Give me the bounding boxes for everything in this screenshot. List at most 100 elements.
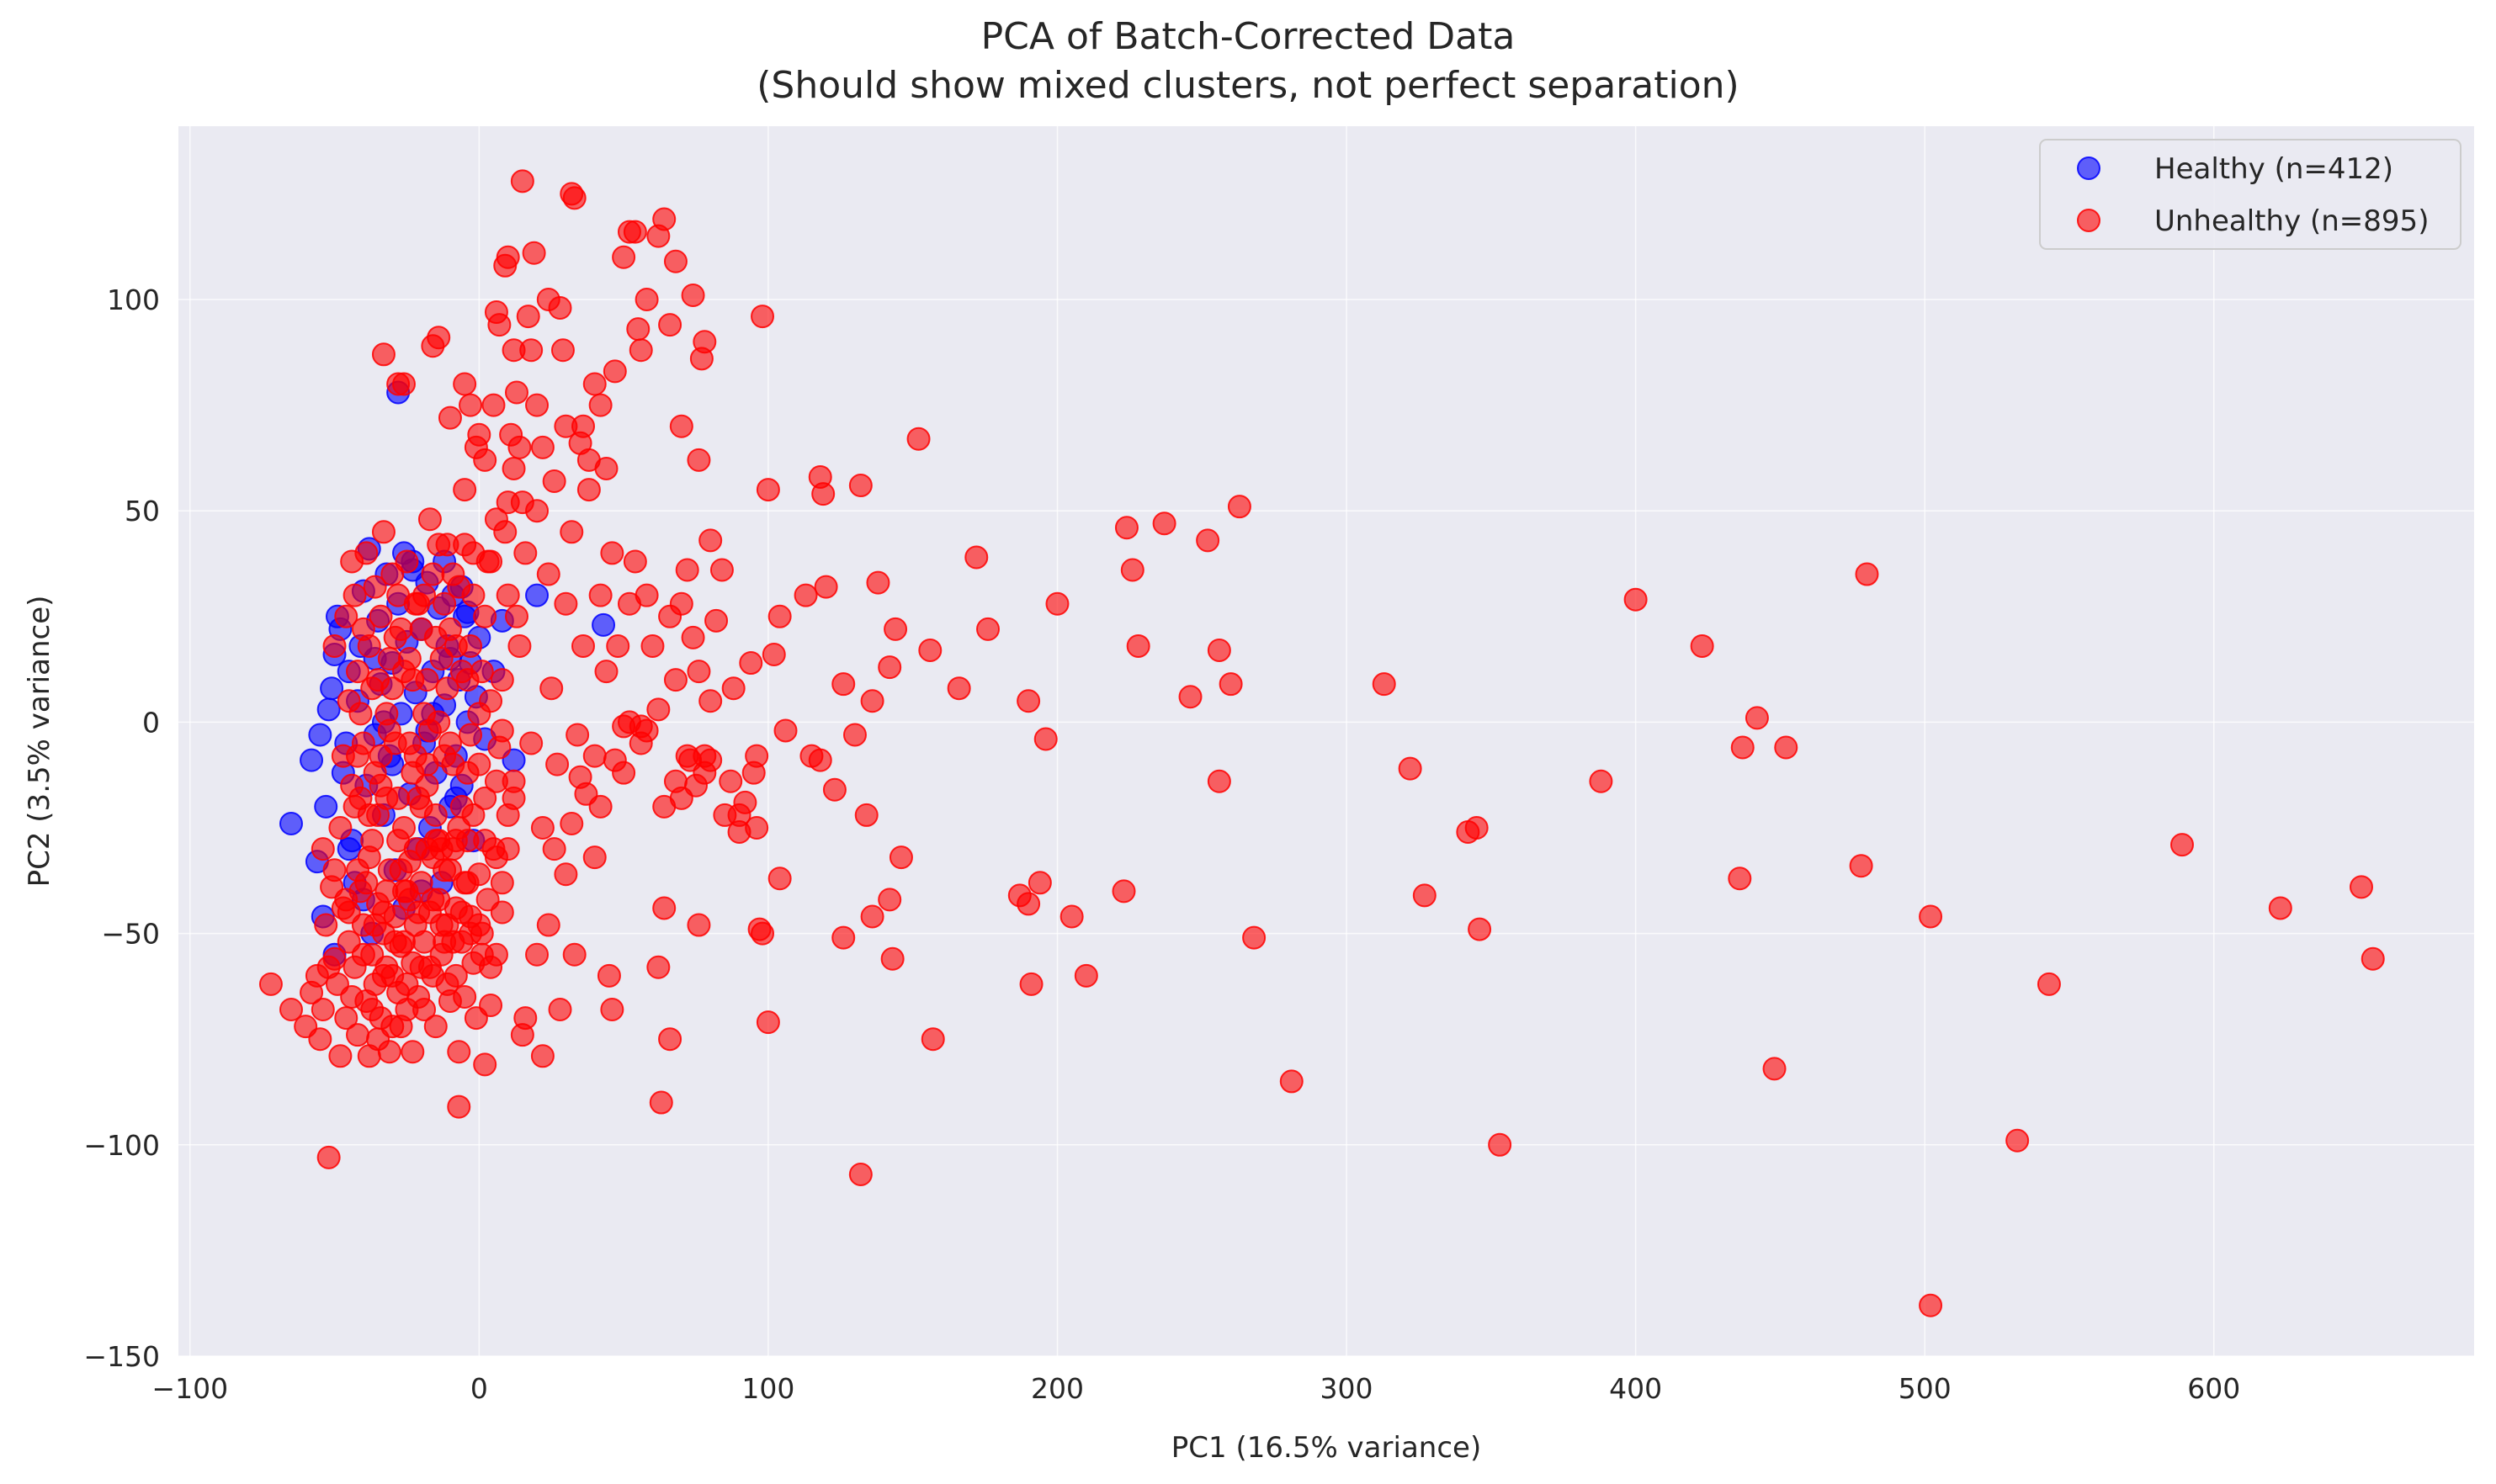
x-axis-label: PC1 (16.5% variance) (1171, 1431, 1481, 1465)
data-point-unhealthy (719, 769, 743, 793)
data-point-unhealthy (314, 913, 338, 937)
data-point-unhealthy (600, 541, 624, 565)
data-point-unhealthy (629, 731, 653, 755)
data-point-unhealthy (1690, 633, 1714, 658)
data-point-unhealthy (1468, 917, 1492, 941)
data-point-unhealthy (571, 414, 596, 438)
data-point-unhealthy (377, 1040, 401, 1064)
data-point-unhealthy (1762, 1057, 1787, 1081)
data-point-unhealthy (756, 478, 780, 502)
data-point-unhealthy (612, 245, 636, 269)
data-point-unhealthy (311, 837, 335, 861)
data-point-unhealthy (351, 617, 375, 641)
data-point-unhealthy (348, 702, 373, 726)
y-tick-label: 100 (107, 284, 160, 316)
data-point-unhealthy (369, 773, 393, 798)
data-point-unhealthy (308, 1027, 332, 1052)
data-point-unhealthy (530, 1044, 555, 1068)
data-point-unhealthy (412, 998, 437, 1022)
data-point-unhealthy (687, 913, 711, 937)
data-point-unhealthy (1398, 756, 1422, 781)
legend-label-healthy: Healthy (n=412) (2154, 152, 2393, 186)
data-point-unhealthy (438, 858, 462, 882)
data-point-unhealthy (351, 942, 375, 967)
data-point-unhealthy (455, 761, 480, 785)
y-tick-label: −100 (83, 1129, 160, 1162)
data-point-unhealthy (279, 998, 303, 1022)
data-point-unhealthy (487, 735, 512, 760)
data-point-unhealthy (536, 913, 560, 937)
data-point-unhealthy (316, 1145, 341, 1169)
data-point-unhealthy (831, 925, 856, 950)
data-point-unhealthy (421, 562, 445, 586)
data-point-unhealthy (629, 338, 653, 363)
data-point-unhealthy (496, 583, 520, 607)
data-point-unhealthy (652, 794, 677, 819)
data-point-unhealthy (606, 633, 630, 658)
data-point-unhealthy (767, 867, 792, 891)
data-point-unhealthy (1219, 672, 1243, 697)
data-point-unhealthy (745, 815, 769, 840)
data-point-unhealthy (588, 794, 613, 819)
data-point-unhealthy (525, 942, 550, 967)
data-point-healthy (337, 837, 361, 861)
data-point-unhealthy (693, 330, 717, 354)
data-point-unhealthy (391, 660, 416, 684)
data-point-unhealthy (704, 608, 729, 633)
data-point-unhealthy (669, 591, 693, 616)
data-point-unhealthy (343, 583, 367, 607)
data-point-unhealthy (603, 359, 627, 384)
data-point-unhealthy (467, 702, 491, 726)
data-point-healthy (592, 612, 616, 637)
x-tick-label: 100 (741, 1372, 794, 1405)
data-point-unhealthy (848, 1162, 873, 1186)
data-point-healthy (320, 676, 344, 701)
data-point-unhealthy (566, 723, 590, 747)
data-point-unhealthy (1028, 871, 1052, 895)
chart-subtitle: (Should show mixed clusters, not perfect… (757, 64, 1739, 107)
data-point-unhealthy (2361, 946, 2385, 971)
legend-marker-unhealthy (2077, 209, 2100, 232)
data-point-unhealthy (1227, 495, 1251, 519)
data-point-unhealthy (1074, 963, 1098, 988)
x-tick-label: −100 (151, 1372, 228, 1405)
data-point-unhealthy (516, 305, 540, 329)
data-point-unhealthy (1242, 925, 1267, 950)
data-point-unhealthy (417, 507, 442, 532)
data-point-unhealthy (490, 668, 514, 692)
data-point-unhealthy (484, 845, 508, 870)
data-point-unhealthy (554, 862, 578, 887)
data-point-healthy (314, 794, 338, 819)
data-point-unhealthy (658, 313, 682, 337)
data-point-unhealthy (576, 478, 601, 502)
data-point-unhealthy (2005, 1128, 2030, 1153)
data-point-unhealthy (409, 794, 433, 819)
data-point-unhealthy (635, 583, 659, 607)
data-point-unhealthy (453, 478, 477, 502)
data-point-unhealthy (548, 998, 572, 1022)
data-point-unhealthy (1849, 854, 1873, 878)
data-point-unhealthy (2037, 972, 2061, 996)
data-point-unhealthy (947, 676, 971, 701)
data-point-unhealthy (346, 1023, 370, 1047)
grid-lines (178, 126, 2474, 1357)
data-point-unhealthy (1279, 1069, 1304, 1094)
data-point-unhealthy (258, 972, 283, 996)
data-point-unhealthy (389, 858, 413, 882)
data-point-unhealthy (525, 393, 550, 417)
data-point-unhealthy (794, 583, 818, 607)
data-point-unhealthy (1745, 706, 1769, 730)
data-point-unhealthy (681, 625, 705, 649)
data-point-unhealthy (459, 633, 483, 658)
data-point-unhealthy (429, 647, 454, 671)
data-point-unhealthy (1855, 562, 1879, 586)
data-point-unhealthy (374, 702, 399, 726)
data-point-unhealthy (612, 761, 636, 785)
data-point-unhealthy (371, 900, 396, 925)
data-point-unhealthy (658, 1027, 682, 1052)
x-tick-label: 400 (1609, 1372, 1662, 1405)
data-point-unhealthy (490, 900, 514, 925)
data-point-unhealthy (727, 803, 751, 827)
